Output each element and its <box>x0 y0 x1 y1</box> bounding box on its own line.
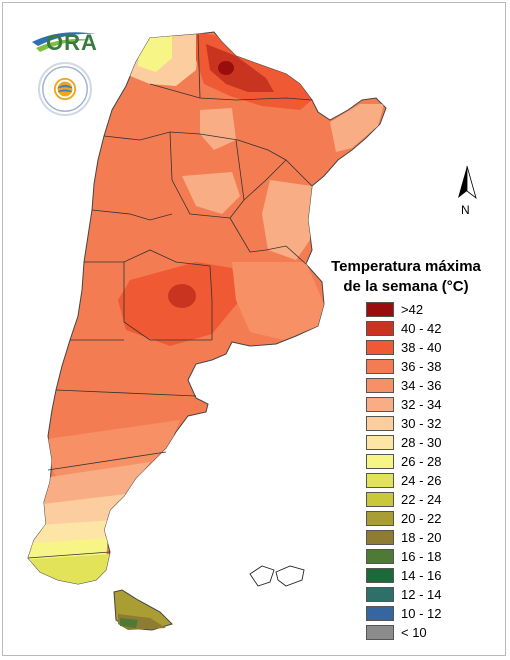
smn-seal-logo <box>38 62 92 116</box>
legend-swatch <box>366 473 394 488</box>
legend-item: 12 - 14 <box>366 585 486 604</box>
zone-ne-hottest <box>218 61 234 75</box>
legend-item: >42 <box>366 300 486 319</box>
zone-ne-hotter <box>206 44 274 92</box>
legend-item: 14 - 16 <box>366 566 486 585</box>
zone-ba-coast <box>232 262 324 340</box>
north-arrow <box>458 165 477 200</box>
legend-item: 16 - 18 <box>366 547 486 566</box>
legend-item: 24 - 26 <box>366 471 486 490</box>
legend-label: 10 - 12 <box>401 606 442 621</box>
zone-mesopotamia <box>262 180 312 260</box>
legend-label: 40 - 42 <box>401 321 442 336</box>
legend-title: Temperatura máxima de la semana (°C) <box>322 257 490 297</box>
tierra-del-fuego-green <box>120 618 138 628</box>
legend-item: < 10 <box>366 623 486 642</box>
legend-swatch <box>366 359 394 374</box>
zone-patagonia-24 <box>28 554 110 584</box>
legend-title-line1: Temperatura máxima <box>331 258 481 275</box>
map-frame <box>2 2 506 656</box>
legend-swatch <box>366 549 394 564</box>
province-borders <box>27 33 313 559</box>
legend-item: 38 - 40 <box>366 338 486 357</box>
legend-label: >42 <box>401 302 424 317</box>
legend-swatch <box>366 511 394 526</box>
legend-swatch <box>366 454 394 469</box>
legend-label: 30 - 32 <box>401 416 442 431</box>
legend-item: 30 - 32 <box>366 414 486 433</box>
legend-swatch <box>366 606 394 621</box>
legend-label: 28 - 30 <box>401 435 442 450</box>
legend-swatch <box>366 340 394 355</box>
legend-swatch <box>366 416 394 431</box>
legend-swatch <box>366 321 394 336</box>
legend-label: 12 - 14 <box>401 587 442 602</box>
legend-label: 24 - 26 <box>401 473 442 488</box>
zone-misiones <box>330 104 384 152</box>
legend-swatch <box>366 302 394 317</box>
malvinas-islands <box>249 565 305 587</box>
legend-label: 36 - 38 <box>401 359 442 374</box>
legend-swatch <box>366 492 394 507</box>
legend-item: 22 - 24 <box>366 490 486 509</box>
legend-swatch <box>366 587 394 602</box>
legend-item: 32 - 34 <box>366 395 486 414</box>
legend-swatch <box>366 435 394 450</box>
legend-label: < 10 <box>401 625 427 640</box>
zone-santiago-light <box>200 108 236 150</box>
legend-item: 20 - 22 <box>366 509 486 528</box>
legend-item: 34 - 36 <box>366 376 486 395</box>
legend-label: 38 - 40 <box>401 340 442 355</box>
legend-swatch <box>366 397 394 412</box>
legend-label: 26 - 28 <box>401 454 442 469</box>
legend-item: 10 - 12 <box>366 604 486 623</box>
ora-logo-text: ORA <box>46 30 98 55</box>
legend-item: 40 - 42 <box>366 319 486 338</box>
legend-title-line2: de la semana (°C) <box>343 278 469 295</box>
legend-item: 26 - 28 <box>366 452 486 471</box>
legend-item: 28 - 30 <box>366 433 486 452</box>
legend-swatch <box>366 568 394 583</box>
temperature-zones <box>28 32 384 584</box>
zone-central-light <box>182 172 240 214</box>
legend-label: 32 - 34 <box>401 397 442 412</box>
zone-central-hottest <box>168 284 196 308</box>
legend-label: 34 - 36 <box>401 378 442 393</box>
legend-label: 14 - 16 <box>401 568 442 583</box>
ora-logo <box>32 32 96 52</box>
legend-label: 20 - 22 <box>401 511 442 526</box>
legend-label: 16 - 18 <box>401 549 442 564</box>
legend-item: 18 - 20 <box>366 528 486 547</box>
legend-item: 36 - 38 <box>366 357 486 376</box>
legend-swatch <box>366 378 394 393</box>
legend-label: 22 - 24 <box>401 492 442 507</box>
legend-swatch <box>366 625 394 640</box>
north-label: N <box>461 203 470 217</box>
legend-label: 18 - 20 <box>401 530 442 545</box>
legend-swatch <box>366 530 394 545</box>
